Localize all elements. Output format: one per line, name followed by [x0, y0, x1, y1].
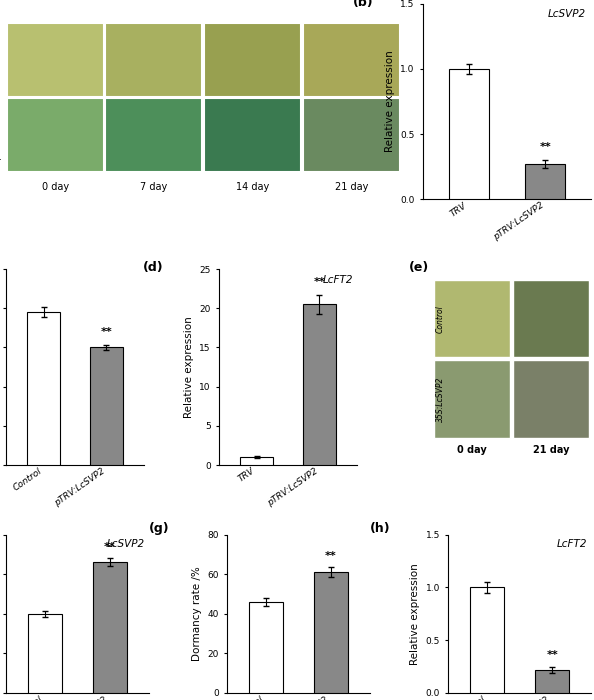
Bar [241, 457, 273, 465]
Text: LcSVP2: LcSVP2 [548, 9, 586, 20]
Text: 21 day: 21 day [533, 445, 570, 455]
Text: pTRV:LcSVP2: pTRV:LcSVP2 [0, 109, 2, 160]
Text: LcFT2: LcFT2 [323, 275, 353, 285]
Text: **: ** [325, 551, 337, 561]
Bar [204, 98, 301, 172]
Bar [105, 24, 203, 97]
Bar [7, 98, 104, 172]
Bar [204, 24, 301, 97]
Bar [314, 573, 347, 693]
Text: (d): (d) [143, 261, 164, 274]
Text: Control: Control [435, 305, 444, 333]
Text: 35S:LcSVP2: 35S:LcSVP2 [435, 377, 444, 422]
Text: (h): (h) [370, 522, 390, 535]
Text: 14 day: 14 day [236, 181, 269, 192]
Bar [513, 280, 589, 357]
Bar [303, 304, 336, 465]
Text: LcSVP2: LcSVP2 [106, 540, 144, 550]
Text: 0 day: 0 day [42, 181, 69, 192]
Bar [303, 24, 400, 97]
Text: LcFT2: LcFT2 [556, 540, 587, 550]
Text: **: ** [104, 542, 116, 552]
Text: **: ** [546, 650, 558, 660]
Bar [434, 280, 510, 357]
Text: 21 day: 21 day [334, 181, 368, 192]
Text: **: ** [539, 142, 551, 153]
Bar [27, 312, 60, 465]
Bar [535, 670, 569, 693]
Text: **: ** [100, 327, 112, 337]
Text: Control (TRV): Control (TRV) [0, 35, 2, 86]
Bar [434, 360, 510, 438]
Bar [470, 587, 504, 693]
Bar [105, 98, 203, 172]
Y-axis label: Relative expression: Relative expression [184, 316, 194, 418]
Text: (e): (e) [409, 261, 429, 274]
Y-axis label: Relative expression: Relative expression [410, 563, 420, 665]
Bar [7, 24, 104, 97]
Text: 7 day: 7 day [140, 181, 168, 192]
Bar [93, 562, 127, 693]
Text: **: ** [314, 277, 326, 287]
Text: 0 day: 0 day [457, 445, 487, 455]
Y-axis label: Dormancy rate /%: Dormancy rate /% [192, 566, 202, 662]
Y-axis label: Relative expression: Relative expression [385, 50, 395, 153]
Bar [513, 360, 589, 438]
Text: (b): (b) [353, 0, 373, 8]
Bar [249, 602, 283, 693]
Bar [90, 347, 122, 465]
Bar [28, 614, 62, 693]
Text: (g): (g) [148, 522, 169, 535]
Bar [449, 69, 489, 200]
Bar [525, 164, 565, 200]
Bar [303, 98, 400, 172]
